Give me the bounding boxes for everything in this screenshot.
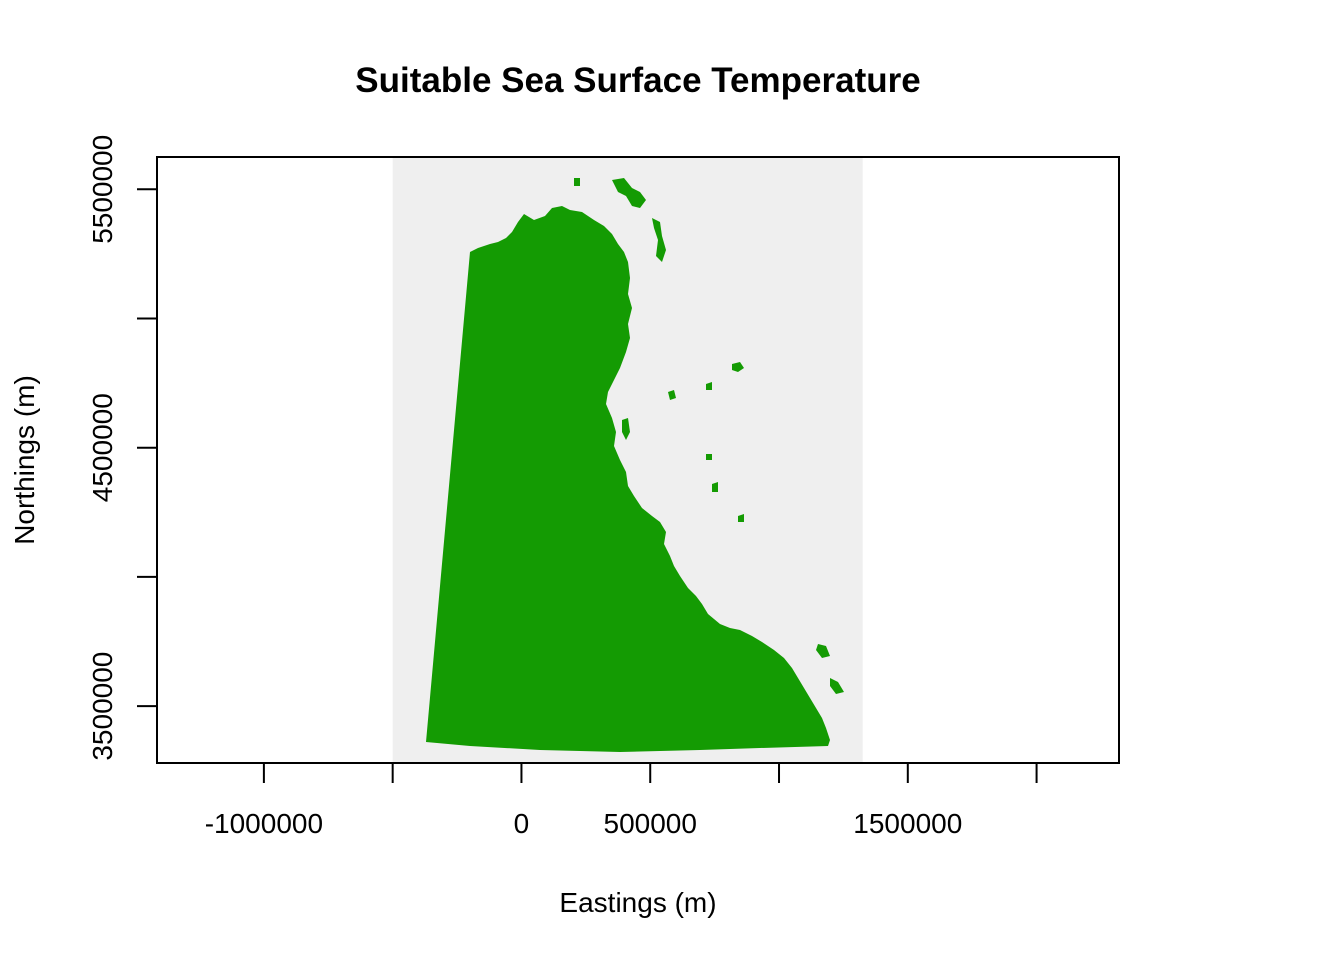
y-axis: 3500000 4500000 5500000 xyxy=(87,135,157,761)
x-tick-label: -1000000 xyxy=(205,808,323,839)
x-tick-label: 1500000 xyxy=(853,808,962,839)
plot-frame xyxy=(156,156,1120,764)
suitable-temperature-area xyxy=(426,178,844,752)
suitable-region-island-5 xyxy=(712,482,718,492)
suitable-region-island-3 xyxy=(706,382,712,390)
suitable-region-island-2 xyxy=(668,390,676,400)
suitable-region-island-9 xyxy=(574,178,580,186)
suitable-region-island-8 xyxy=(830,678,844,694)
y-tick-label: 4500000 xyxy=(87,393,118,502)
x-tick-label: 500000 xyxy=(604,808,697,839)
x-axis-label: Eastings (m) xyxy=(559,887,716,918)
x-tick-label: 0 xyxy=(514,808,530,839)
suitable-region-main xyxy=(426,206,830,752)
suitable-region-coastal-fragment xyxy=(652,218,666,262)
y-tick-label: 3500000 xyxy=(87,652,118,761)
suitable-region-island-7 xyxy=(816,644,830,658)
suitable-region-island-10 xyxy=(706,454,712,460)
suitable-region-island-1 xyxy=(732,362,744,372)
y-tick-label: 5500000 xyxy=(87,135,118,244)
y-axis-label: Northings (m) xyxy=(9,375,40,545)
suitable-region-northern-islands xyxy=(612,178,646,208)
x-axis: -1000000 0 500000 1500000 xyxy=(205,763,1038,839)
suitable-region-island-4 xyxy=(622,418,630,440)
chart-title: Suitable Sea Surface Temperature xyxy=(355,61,920,100)
suitable-region-island-6 xyxy=(738,514,744,522)
